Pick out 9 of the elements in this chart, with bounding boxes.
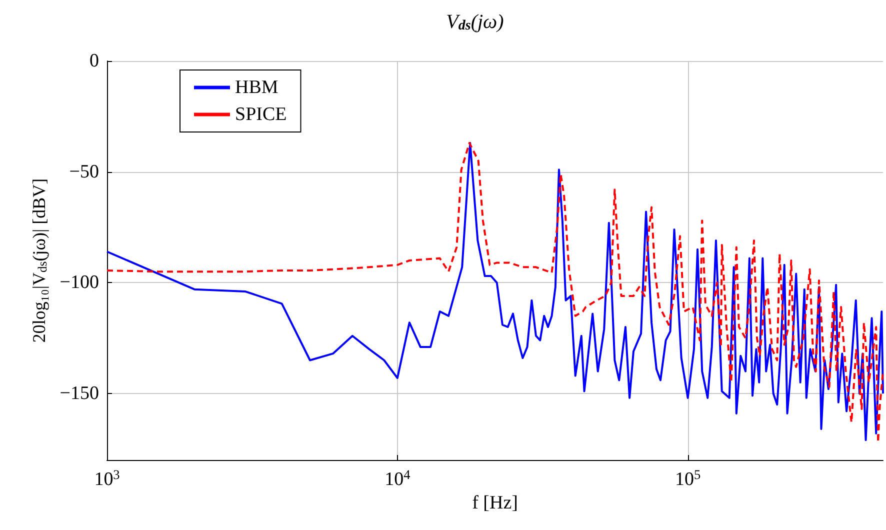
chart-title: Vds(jω) bbox=[446, 11, 504, 34]
legend-label: HBM bbox=[235, 77, 278, 98]
y-tick-label: −50 bbox=[69, 161, 99, 182]
y-tick-label: 0 bbox=[90, 50, 99, 72]
legend-label: SPICE bbox=[235, 104, 287, 125]
y-tick-label: −150 bbox=[60, 383, 99, 404]
x-axis-title: f [Hz] bbox=[472, 492, 518, 514]
y-axis-title: 20log₁₀|Vds(jω)| [dBV] bbox=[28, 178, 50, 343]
y-tick-label: −100 bbox=[60, 272, 99, 294]
